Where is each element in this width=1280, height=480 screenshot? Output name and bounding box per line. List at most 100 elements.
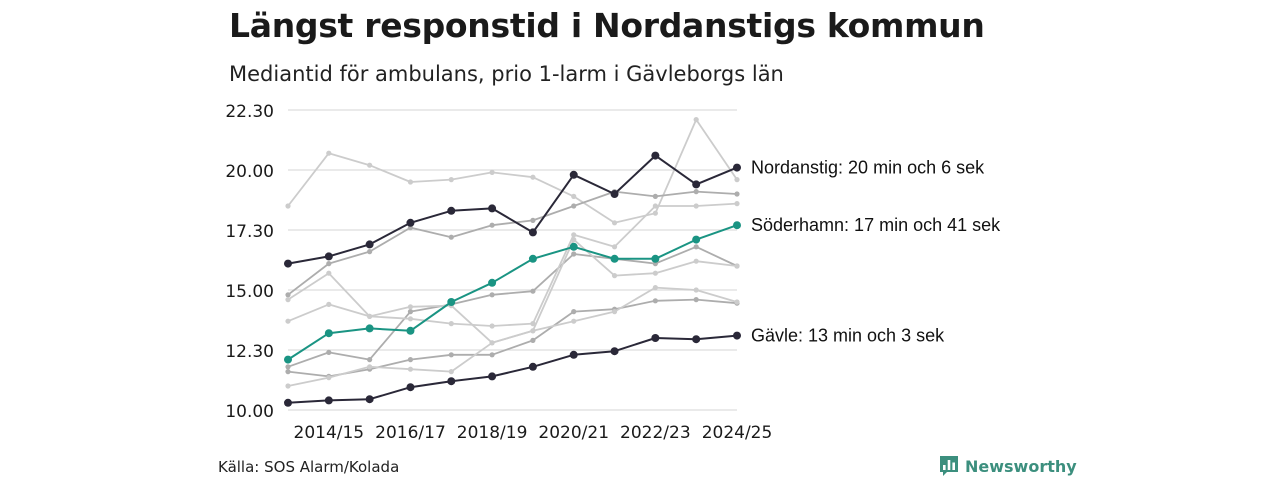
data-point (693, 189, 699, 195)
data-point (326, 270, 332, 276)
data-point (489, 222, 495, 228)
series-line (287, 334, 738, 404)
data-point (569, 242, 578, 251)
series-line (287, 190, 738, 296)
data-point (652, 210, 658, 216)
data-point (285, 203, 291, 209)
x-tick-label: 2020/21 (538, 423, 609, 443)
data-point (448, 177, 454, 183)
data-point (448, 234, 454, 240)
series-label-gavle: Gävle: 13 min och 3 sek (751, 326, 945, 346)
data-point (693, 244, 699, 250)
source-note: Källa: SOS Alarm/Kolada (218, 458, 400, 476)
data-point (734, 299, 740, 305)
data-point (489, 340, 495, 346)
data-point (571, 203, 577, 209)
data-point (407, 366, 414, 372)
data-point (284, 355, 292, 364)
y-tick-label: 22.30 (225, 102, 274, 122)
data-point (611, 220, 618, 226)
series-label-soderhamn: Söderhamn: 17 min och 41 sek (751, 215, 1001, 235)
data-point (367, 357, 373, 363)
series-line (287, 118, 738, 224)
data-point (367, 162, 373, 168)
chart-subtitle: Mediantid för ambulans, prio 1-larm i Gä… (229, 62, 784, 86)
data-point (367, 249, 373, 255)
y-tick-label: 15.00 (225, 282, 274, 302)
data-point (528, 362, 537, 371)
data-point (652, 193, 658, 199)
series-nordanstig (284, 151, 741, 268)
series-line (287, 224, 738, 361)
newsworthy-logo[interactable]: Newsworthy (939, 455, 1077, 477)
data-point (407, 304, 414, 310)
data-point (611, 273, 618, 279)
data-point (365, 324, 374, 333)
series-line (287, 298, 738, 378)
data-point (367, 313, 373, 319)
data-point (651, 151, 660, 160)
data-point (571, 251, 577, 257)
data-point (569, 170, 578, 179)
series-kommun-e (285, 201, 740, 329)
data-point (571, 309, 577, 315)
data-point (324, 252, 333, 261)
series-kommun-b (285, 189, 740, 298)
gridlines (288, 109, 737, 411)
data-point (692, 180, 701, 189)
data-point (610, 190, 619, 198)
data-point (611, 244, 618, 250)
x-tick-label: 2024/25 (702, 423, 773, 443)
data-point (693, 203, 699, 209)
data-point (284, 398, 292, 407)
data-point (285, 318, 291, 324)
data-point (488, 204, 497, 213)
x-tick-label: 2018/19 (457, 423, 528, 443)
data-point (489, 352, 495, 358)
data-point (326, 261, 332, 267)
data-point (285, 369, 291, 375)
series-kommun-c (285, 244, 740, 370)
data-point (326, 301, 332, 307)
series-labels: Nordanstig: 20 min och 6 sek Söderhamn: 1… (751, 158, 1001, 346)
data-point (284, 259, 292, 268)
data-point (733, 331, 741, 340)
data-point (652, 203, 658, 209)
data-point (734, 263, 740, 269)
newsworthy-bars-icon (940, 456, 958, 476)
data-point (489, 292, 495, 298)
data-point (530, 288, 536, 294)
data-point (488, 278, 497, 287)
data-point (285, 297, 291, 303)
data-point (406, 218, 415, 227)
data-point (326, 150, 332, 156)
data-point (528, 228, 537, 237)
data-point (365, 240, 374, 249)
series-soderhamn (284, 221, 741, 364)
data-point (326, 349, 332, 355)
data-point (407, 309, 414, 315)
data-point (569, 350, 578, 359)
data-point (651, 334, 660, 342)
data-point (367, 364, 373, 370)
data-point (652, 270, 658, 276)
data-point (692, 335, 701, 344)
data-point (571, 318, 577, 324)
data-point (530, 217, 536, 223)
data-point (693, 117, 699, 123)
data-point (610, 254, 619, 263)
series-line (287, 238, 738, 387)
data-point (530, 321, 536, 327)
series-line (287, 202, 738, 327)
series-line (287, 154, 738, 265)
series-kommun-a (285, 117, 740, 226)
series-kommun-g (285, 237, 740, 389)
data-point (734, 201, 740, 207)
y-tick-label: 20.00 (225, 162, 274, 182)
series-label-nordanstig: Nordanstig: 20 min och 6 sek (751, 158, 985, 178)
y-tick-label: 17.30 (225, 222, 274, 242)
data-point (324, 396, 333, 405)
y-axis-tick-labels: 10.00 12.30 15.00 17.30 20.00 22.30 (225, 102, 274, 422)
background-series (285, 117, 740, 389)
data-point (610, 347, 619, 356)
